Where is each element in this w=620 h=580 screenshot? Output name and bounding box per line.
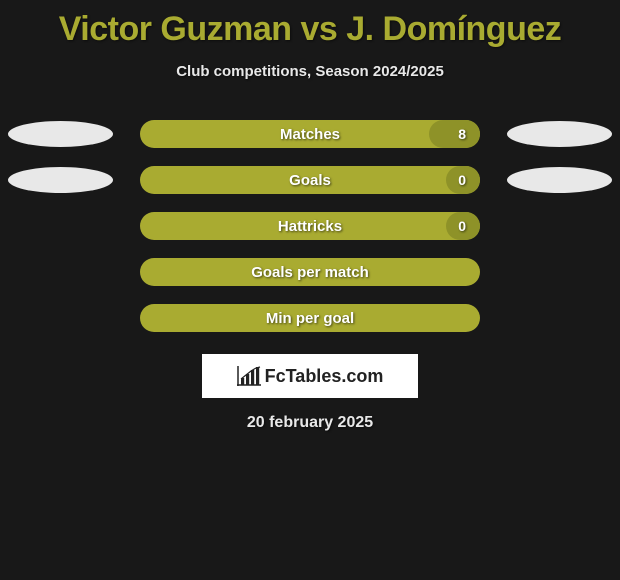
stat-row: Goals 0 bbox=[0, 166, 620, 194]
stat-value: 0 bbox=[458, 218, 466, 234]
stat-label: Goals bbox=[289, 172, 331, 189]
player-left-marker bbox=[8, 167, 113, 193]
stat-label: Min per goal bbox=[266, 310, 354, 327]
stat-label: Hattricks bbox=[278, 218, 342, 235]
player-right-marker bbox=[507, 121, 612, 147]
player-right-marker bbox=[507, 167, 612, 193]
stat-bar-fill bbox=[429, 120, 480, 148]
bar-chart-icon bbox=[237, 366, 261, 386]
stat-row: Goals per match bbox=[0, 258, 620, 286]
stat-label: Matches bbox=[280, 126, 340, 143]
stat-row: Min per goal bbox=[0, 304, 620, 332]
stat-bar: Min per goal bbox=[140, 304, 480, 332]
stat-bar: Hattricks 0 bbox=[140, 212, 480, 240]
comparison-subtitle: Club competitions, Season 2024/2025 bbox=[0, 63, 620, 80]
comparison-title: Victor Guzman vs J. Domínguez bbox=[0, 0, 620, 49]
player-left-marker bbox=[8, 121, 113, 147]
stat-bar: Matches 8 bbox=[140, 120, 480, 148]
stat-value: 0 bbox=[458, 172, 466, 188]
stat-row: Hattricks 0 bbox=[0, 212, 620, 240]
stats-container: Matches 8 Goals 0 Hattricks 0 Goals per match M… bbox=[0, 120, 620, 332]
logo-text: FcTables.com bbox=[265, 366, 384, 387]
stat-bar: Goals 0 bbox=[140, 166, 480, 194]
site-logo: FcTables.com bbox=[202, 354, 418, 398]
stat-bar: Goals per match bbox=[140, 258, 480, 286]
snapshot-date: 20 february 2025 bbox=[0, 414, 620, 432]
stat-label: Goals per match bbox=[251, 264, 369, 281]
stat-value: 8 bbox=[458, 126, 466, 142]
stat-row: Matches 8 bbox=[0, 120, 620, 148]
